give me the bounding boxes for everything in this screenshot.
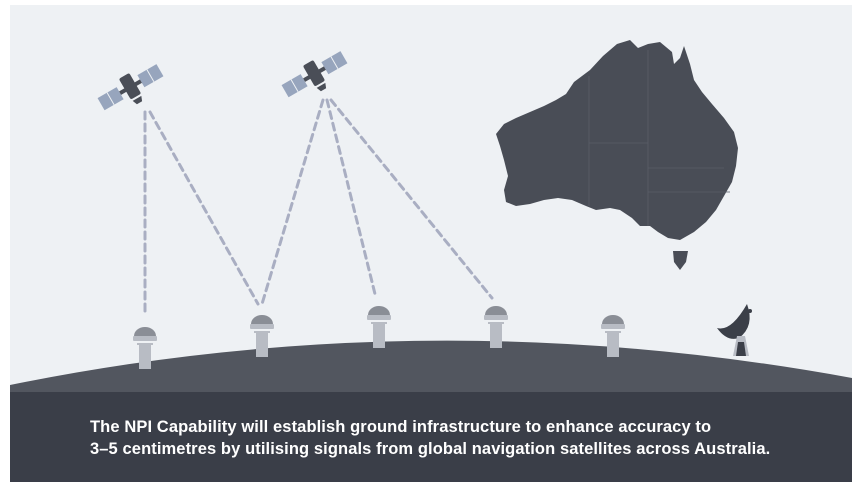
signal-line — [329, 98, 494, 300]
satellite-icon — [97, 64, 164, 111]
ground-station-icon — [133, 327, 157, 369]
signal-line — [148, 110, 260, 306]
ground-hill — [10, 340, 852, 397]
ground-station-icon — [601, 315, 625, 357]
caption-text: The NPI Capability will establish ground… — [90, 416, 850, 460]
caption-band — [10, 392, 852, 482]
satellite-dish-icon — [717, 304, 752, 356]
satellite-icon — [281, 51, 348, 98]
signal-line — [325, 98, 377, 296]
signal-lines — [143, 98, 494, 318]
signal-line — [260, 98, 325, 306]
ground-station-icon — [367, 306, 391, 348]
australia-map — [496, 40, 738, 270]
ground-station-icon — [484, 306, 508, 348]
caption-line-1: The NPI Capability will establish ground… — [90, 418, 712, 436]
ground-station-icon — [250, 315, 274, 357]
caption-line-2: 3–5 centimetres by utilising signals fro… — [90, 440, 771, 458]
